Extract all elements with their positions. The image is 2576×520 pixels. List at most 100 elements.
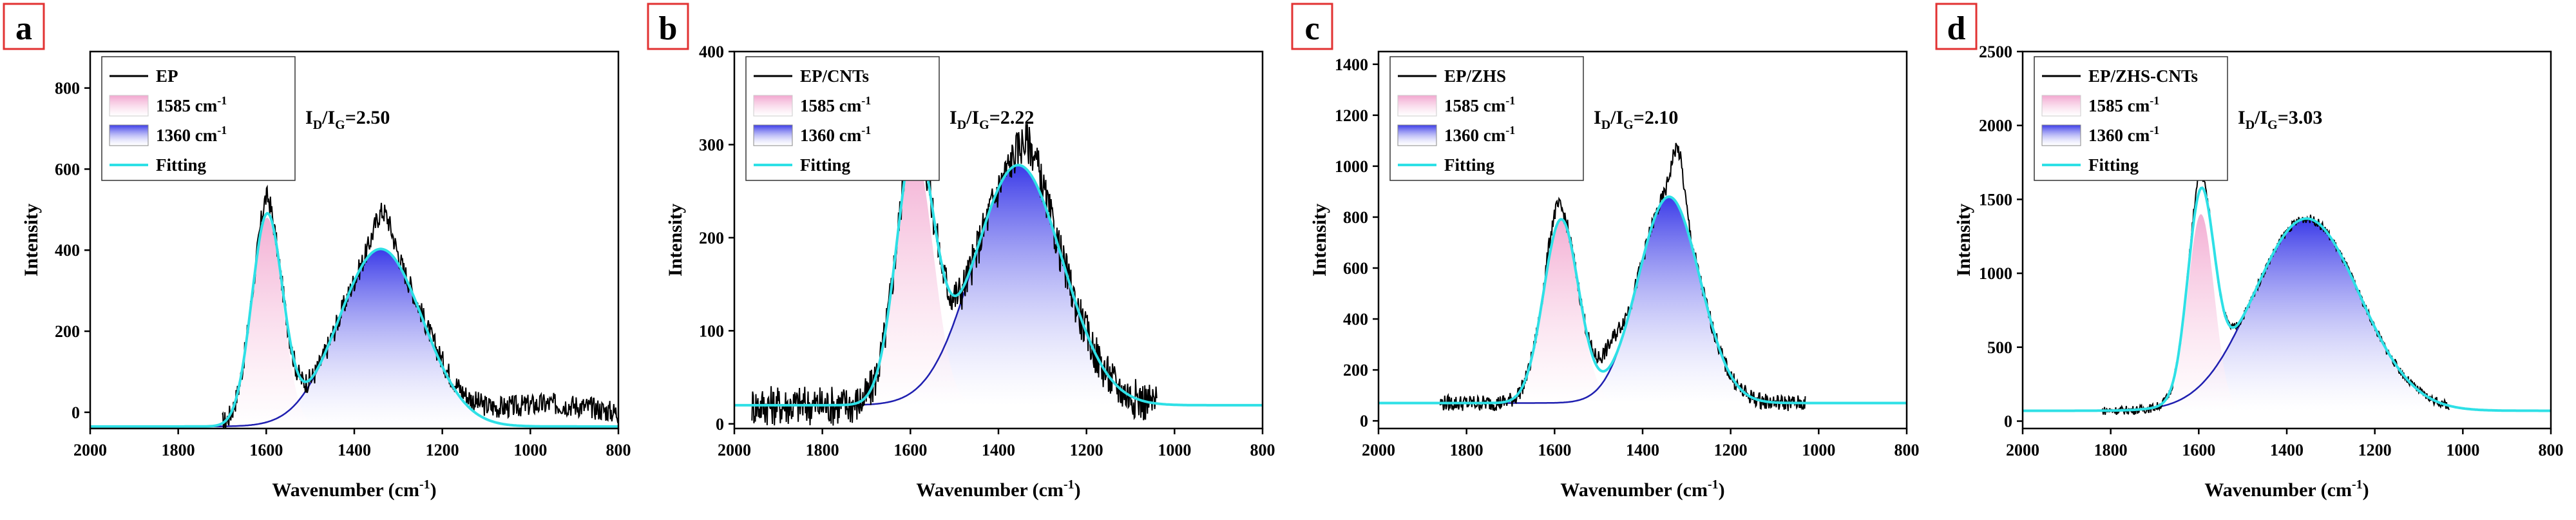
legend-g-sup: -1 xyxy=(861,94,871,107)
y-tick-label: 200 xyxy=(55,322,80,341)
y-tick-label: 1000 xyxy=(1979,264,2012,283)
id-ig-ratio: ID/IG=2.50 xyxy=(305,107,390,132)
ratio-i1: I xyxy=(2238,107,2246,128)
x-axis-title-main: Wavenumber (cm xyxy=(1560,479,1708,501)
x-tick-label: 1400 xyxy=(338,441,371,459)
ratio-slash: / xyxy=(2254,107,2260,128)
fitting-curve xyxy=(734,135,1263,407)
x-tick-label: 1800 xyxy=(2094,441,2128,459)
y-tick-label: 800 xyxy=(1343,208,1368,227)
x-tick-label: 1000 xyxy=(1158,441,1191,459)
id-ig-ratio: ID/IG=2.10 xyxy=(1594,107,1678,132)
ratio-i2: I xyxy=(971,107,979,128)
legend-d-text: 1360 cm xyxy=(2088,126,2150,145)
ratio-i1: I xyxy=(305,107,313,128)
legend-fit-label: Fitting xyxy=(1444,155,1494,175)
x-tick-label: 800 xyxy=(606,441,631,459)
y-tick-label: 1500 xyxy=(1979,190,2012,209)
x-tick-label: 1000 xyxy=(513,441,547,459)
legend-box xyxy=(745,56,940,181)
panel-letter-frame xyxy=(1291,3,1333,50)
legend-raw-label: EP/CNTs xyxy=(800,66,869,86)
raman-chart-a: 2000 1800 1600 1400 1200 1000 800 0 200 400 600 800… xyxy=(3,3,631,501)
raman-chart-c: 2000 1800 1600 1400 1200 1000 800 0 200 400 600 800… xyxy=(1291,3,1920,501)
y-tick-label: 200 xyxy=(699,229,724,247)
legend-fit-label: Fitting xyxy=(156,155,206,175)
y-tick-label: 600 xyxy=(55,160,80,178)
ratio-g-sub: G xyxy=(2267,118,2278,132)
panel-letter-frame xyxy=(1935,3,1978,50)
ratio-value: =2.22 xyxy=(989,107,1035,128)
y-tick-label: 0 xyxy=(716,415,724,434)
ratio-g-sub: G xyxy=(979,118,989,132)
y-tick-label: 1400 xyxy=(1335,55,1368,74)
x-tick-label: 1600 xyxy=(893,441,927,459)
legend-d-label: 1360 cm-1 xyxy=(156,124,227,145)
x-axis-title-end: ) xyxy=(1719,479,1725,501)
panel-a: 2000 1800 1600 1400 1200 1000 800 0 200 400 600 800… xyxy=(0,0,644,520)
legend-box xyxy=(101,56,296,181)
x-axis-title-sup: -1 xyxy=(2352,477,2363,492)
x-axis-title-main: Wavenumber (cm xyxy=(2204,479,2352,501)
x-axis-title: Wavenumber (cm-1) xyxy=(916,477,1080,501)
x-tick-label: 1800 xyxy=(806,441,839,459)
id-ig-ratio: ID/IG=2.22 xyxy=(949,107,1034,132)
y-tick-label: 300 xyxy=(699,135,724,154)
legend-g-text: 1585 cm xyxy=(2088,96,2150,115)
panel-c: 2000 1800 1600 1400 1200 1000 800 0 200 400 600 800… xyxy=(1288,0,1932,520)
x-tick-label: 800 xyxy=(2539,441,2564,459)
g-band-fill xyxy=(1491,219,1632,403)
y-tick-label: 600 xyxy=(1343,259,1368,278)
panel-b: 2000 1800 1600 1400 1200 1000 800 0 100 200 300 400… xyxy=(644,0,1288,520)
y-axis-title: Intensity xyxy=(1953,204,1974,276)
g-band-fill xyxy=(205,217,329,427)
x-tick-label: 2000 xyxy=(1362,441,1395,459)
ratio-d-sub: D xyxy=(313,118,322,132)
y-tick-label: 400 xyxy=(699,43,724,61)
x-tick-label: 1000 xyxy=(2446,441,2479,459)
ratio-slash: / xyxy=(966,107,972,128)
plot-area xyxy=(2023,172,2551,416)
x-axis-title-end: ) xyxy=(2363,479,2369,501)
legend-d-swatch xyxy=(753,124,793,146)
legend-d-swatch xyxy=(109,124,149,146)
legend-g-swatch xyxy=(2041,95,2081,117)
plot-area xyxy=(90,184,618,429)
legend-g-text: 1585 cm xyxy=(1444,96,1506,115)
x-tick-label: 2000 xyxy=(73,441,107,459)
legend-g-swatch xyxy=(753,95,793,117)
x-tick-label: 1200 xyxy=(426,441,459,459)
x-tick-label: 1600 xyxy=(2182,441,2215,459)
legend-g-label: 1585 cm-1 xyxy=(800,94,871,115)
y-tick-label: 0 xyxy=(1360,412,1368,430)
y-tick-label: 200 xyxy=(1343,361,1368,380)
plot-area xyxy=(1379,142,1907,412)
raman-chart-b: 2000 1800 1600 1400 1200 1000 800 0 100 200 300 400… xyxy=(647,3,1275,501)
legend-d-label: 1360 cm-1 xyxy=(1444,124,1515,145)
legend-d-label: 1360 cm-1 xyxy=(800,124,871,145)
panel-letter: c xyxy=(1304,10,1319,47)
panel-letter-frame xyxy=(3,3,45,50)
y-tick-label: 2500 xyxy=(1979,43,2012,61)
ratio-i2: I xyxy=(2260,107,2267,128)
panel-d: 2000 1800 1600 1400 1200 1000 800 0 500 1000 1500 2… xyxy=(1932,0,2576,520)
ratio-i2: I xyxy=(327,107,335,128)
x-tick-label: 1400 xyxy=(2270,441,2304,459)
ratio-g-sub: G xyxy=(335,118,345,132)
ratio-value: =2.10 xyxy=(1634,107,1679,128)
legend-g-label: 1585 cm-1 xyxy=(156,94,227,115)
y-tick-label: 1000 xyxy=(1335,157,1368,176)
ratio-i2: I xyxy=(1616,107,1623,128)
x-tick-label: 1000 xyxy=(1802,441,1835,459)
legend-d-sup: -1 xyxy=(217,124,227,137)
ratio-i1: I xyxy=(1594,107,1601,128)
x-axis-title-main: Wavenumber (cm xyxy=(272,479,419,501)
x-axis-title-sup: -1 xyxy=(1064,477,1074,492)
legend-d-label: 1360 cm-1 xyxy=(2088,124,2159,145)
y-tick-label: 1200 xyxy=(1335,106,1368,125)
x-tick-label: 1400 xyxy=(1626,441,1659,459)
y-tick-label: 0 xyxy=(2004,412,2012,431)
legend-box xyxy=(2034,56,2228,181)
